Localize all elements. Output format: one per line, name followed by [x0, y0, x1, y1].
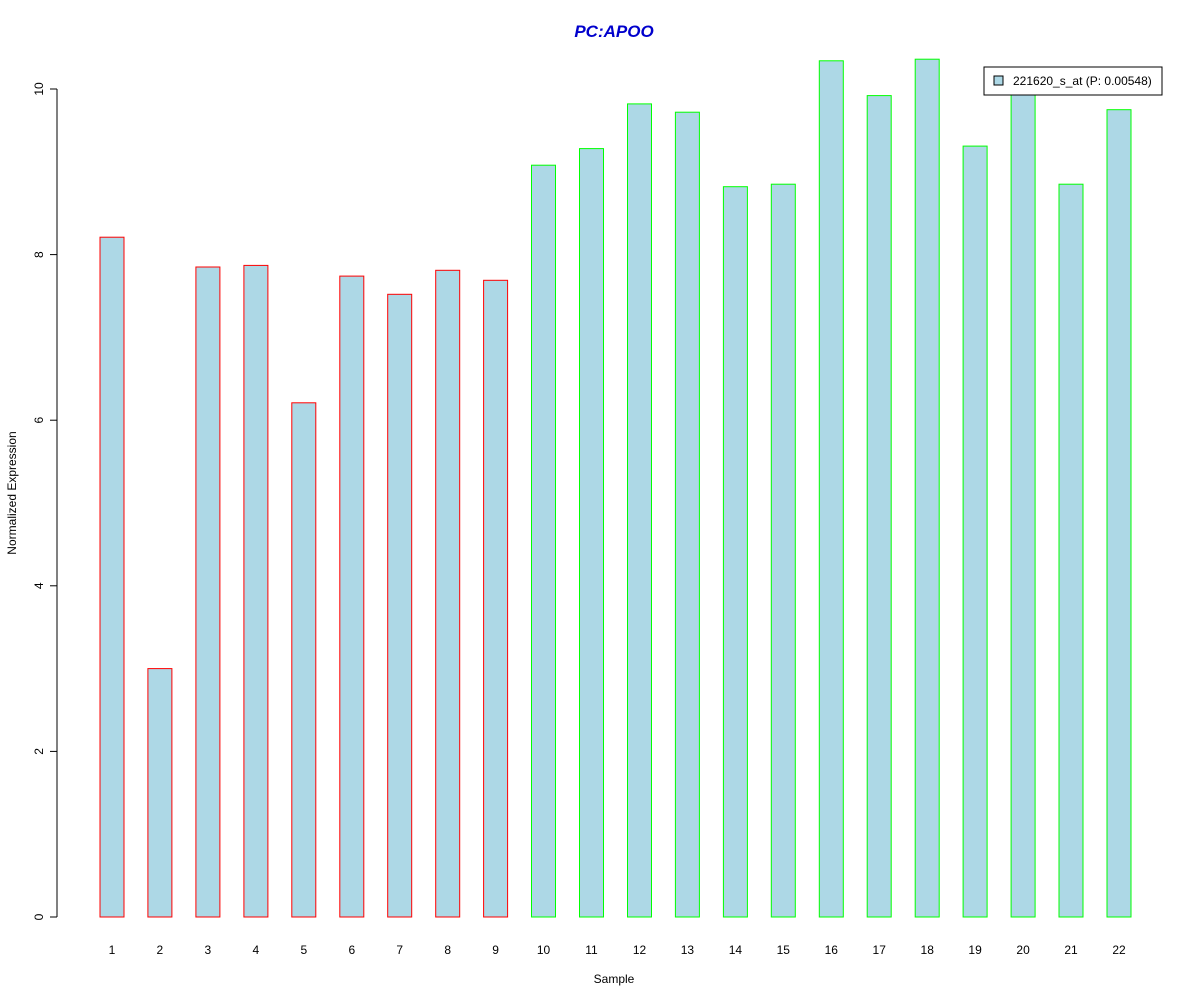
bar-sample-9: [483, 279, 509, 918]
bar-sample-22: [1106, 109, 1132, 918]
bar-sample-13: [674, 111, 700, 918]
legend-label: 221620_s_at (P: 0.00548): [1013, 74, 1152, 88]
y-tick-label: 0: [32, 913, 46, 920]
bar-sample-1: [99, 236, 125, 918]
x-tick-label: 2: [157, 943, 164, 957]
x-tick-label: 11: [585, 943, 598, 957]
x-tick-label: 4: [253, 943, 260, 957]
x-tick-label: 16: [825, 943, 839, 957]
bar-sample-17: [866, 95, 892, 918]
bar-sample-20: [1010, 92, 1036, 918]
x-tick-label: 13: [681, 943, 695, 957]
x-tick-label: 6: [348, 943, 355, 957]
x-axis-label: Sample: [594, 972, 635, 986]
bar-sample-18: [914, 58, 940, 918]
bar-sample-19: [962, 145, 988, 918]
x-tick-label: 12: [633, 943, 647, 957]
bar-sample-4: [243, 264, 269, 918]
chart-title: PC:APOO: [574, 22, 653, 41]
x-tick-label: 10: [537, 943, 551, 957]
bar-sample-12: [627, 103, 652, 918]
x-tick-label: 21: [1064, 943, 1078, 957]
bar-sample-5: [291, 402, 317, 918]
x-tick-labels: 1 2 3 4 5 6 7 8 9 10 11 12 13 14 15 16 17 18 19 20 21 22: [109, 943, 1126, 957]
x-tick-label: 18: [921, 943, 935, 957]
y-axis: 0 2 4 6 8 10: [32, 82, 58, 920]
bar-sample-2: [147, 668, 173, 918]
bar-sample-7: [387, 293, 413, 918]
bar-sample-3: [195, 266, 221, 918]
x-tick-label: 7: [396, 943, 403, 957]
bar-sample-14: [722, 186, 748, 918]
y-tick-label: 2: [32, 748, 46, 755]
x-tick-label: 1: [109, 943, 116, 957]
x-tick-label: 19: [968, 943, 982, 957]
x-tick-label: 3: [205, 943, 212, 957]
bars-group: [99, 58, 1132, 918]
x-tick-label: 5: [300, 943, 307, 957]
bar-sample-21: [1058, 183, 1084, 918]
y-tick-label: 6: [32, 417, 46, 424]
bar-sample-11: [579, 148, 604, 918]
x-tick-label: 22: [1112, 943, 1126, 957]
x-tick-label: 17: [873, 943, 887, 957]
y-axis-label: Normalized Expression: [5, 431, 19, 554]
y-tick-label: 8: [32, 251, 46, 258]
x-tick-label: 14: [729, 943, 743, 957]
x-tick-label: 15: [777, 943, 791, 957]
legend-swatch: [993, 75, 1004, 86]
bar-sample-8: [435, 269, 461, 918]
y-tick-label: 4: [32, 582, 46, 589]
bar-sample-6: [339, 275, 365, 918]
legend-box: [983, 66, 1163, 96]
y-tick-label: 10: [32, 82, 46, 96]
x-tick-label: 20: [1016, 943, 1030, 957]
bar-sample-16: [818, 60, 844, 918]
x-tick-label: 8: [444, 943, 451, 957]
bar-sample-15: [770, 183, 796, 918]
x-tick-label: 9: [492, 943, 499, 957]
legend: 221620_s_at (P: 0.00548): [983, 66, 1163, 96]
bar-sample-10: [531, 164, 556, 918]
